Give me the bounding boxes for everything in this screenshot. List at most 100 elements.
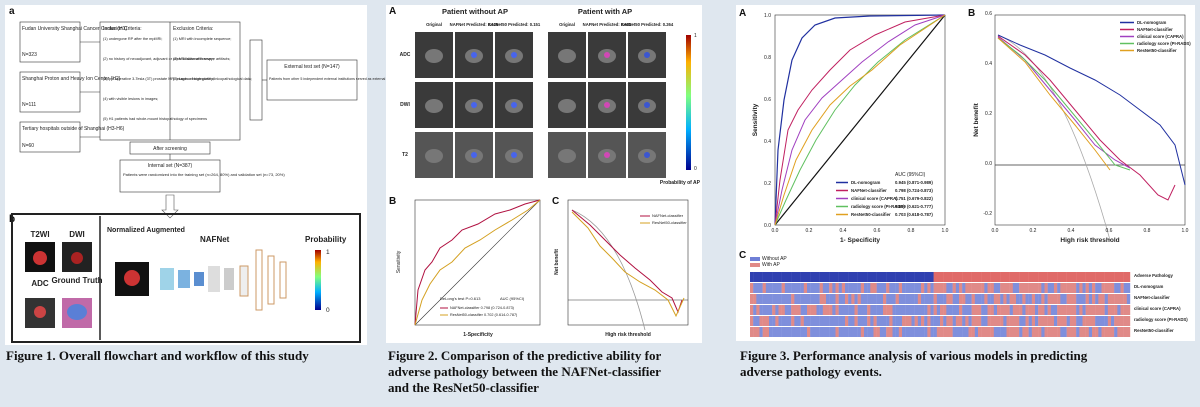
heatmap-cell — [978, 283, 982, 293]
heatmap-cell — [965, 327, 969, 337]
heatmap-cell — [835, 294, 839, 304]
heatmap-cell — [832, 272, 836, 282]
column-label: Original — [426, 22, 442, 27]
heatmap-cell — [769, 316, 773, 326]
heatmap-cell — [1114, 283, 1118, 293]
heatmap-cell — [841, 294, 846, 304]
heatmap-cell — [794, 272, 798, 282]
heatmap-cell — [940, 283, 944, 293]
heatmap-cell — [813, 283, 817, 293]
heatmap-cell — [908, 294, 912, 304]
heatmap-cell — [1123, 283, 1128, 293]
prostate — [425, 99, 443, 113]
heatmap-cell — [1054, 272, 1058, 282]
colorbar — [686, 35, 691, 170]
axis-title: Sensitivity — [752, 103, 759, 136]
heatmap-cell — [1031, 305, 1036, 315]
heatmap-cell — [1006, 327, 1010, 337]
heatmap-cell — [1114, 316, 1118, 326]
heatmap-cell — [873, 272, 877, 282]
panel-label: C — [552, 196, 559, 207]
inclusion-list: (1) undergone RP after the mpMRI; (2) no … — [103, 37, 214, 121]
column-label: Original — [559, 22, 575, 27]
heatmap-cell — [997, 316, 1001, 326]
heatmap-cell — [898, 272, 903, 282]
heatmap-cell — [1041, 283, 1045, 293]
heatmap-cell — [914, 327, 919, 337]
heatmap-cell — [832, 283, 836, 293]
heatmap-cell — [1073, 272, 1077, 282]
heatmap-cell — [1012, 272, 1017, 282]
external-set: External test set (N=147) — [284, 64, 340, 70]
heatmap-cell — [971, 305, 976, 315]
heatmap-cell — [959, 272, 963, 282]
heatmap-cell — [1079, 283, 1083, 293]
heatmap-cell — [892, 294, 896, 304]
heatmap-cell — [997, 283, 1001, 293]
heatmap-cell — [990, 327, 995, 337]
scale-label: 1 — [326, 249, 330, 256]
heatmap-cell — [1012, 305, 1017, 315]
heatmap-cell — [753, 305, 757, 315]
scale-label: 1 — [694, 33, 697, 39]
y-tick-label: 0.6 — [985, 11, 992, 17]
criterion: (2) no history of neoadjuvant, adjuvant … — [103, 57, 214, 61]
heatmap-cell — [1092, 294, 1096, 304]
heatmap-cell — [1126, 316, 1131, 326]
y-tick-label: 0.8 — [764, 55, 771, 61]
heatmap-cell — [832, 327, 836, 337]
heatmap-cell — [889, 305, 893, 315]
heatmap-cell — [870, 327, 874, 337]
heatmap-cell — [1082, 327, 1086, 337]
heatmap-cell — [940, 305, 944, 315]
heatmap-cell — [803, 272, 808, 282]
heatmap-cell — [892, 272, 896, 282]
heatmap-cell — [857, 283, 862, 293]
heatmap-cell — [898, 305, 903, 315]
heatmap-cell — [1101, 294, 1105, 304]
heatmap-cell — [876, 272, 881, 282]
heatmap-cell — [984, 272, 988, 282]
heatmap-cell — [775, 316, 779, 326]
heatmap-cell — [990, 316, 995, 326]
heatmap-cell — [838, 283, 843, 293]
x-tick-label: 0.2 — [806, 228, 813, 234]
heatmap-cell — [772, 327, 776, 337]
heatmap-cell — [1054, 316, 1058, 326]
heatmap-cell — [829, 305, 833, 315]
heatmap-cell — [1123, 272, 1128, 282]
heat-spot — [511, 152, 517, 158]
auc-value: 0.703 (0.618-0.787) — [895, 212, 933, 217]
heatmap-cell — [791, 294, 795, 304]
heatmap-cell — [1111, 294, 1115, 304]
heatmap-cell — [845, 294, 849, 304]
heatmap-cell — [813, 294, 817, 304]
heatmap-cell — [1031, 272, 1036, 282]
heatmap-cell — [946, 327, 950, 337]
heatmap-cell — [1031, 294, 1036, 304]
heatmap-cell — [1107, 272, 1112, 282]
heatmap-cell — [968, 272, 972, 282]
heatmap-cell — [1073, 327, 1077, 337]
x-tick-label: 0.6 — [874, 228, 881, 234]
heatmap-cell — [962, 305, 966, 315]
heatmap-cell — [905, 305, 909, 315]
heatmap-cell — [933, 327, 938, 337]
heatmap-cell — [984, 283, 988, 293]
heatmap-cell — [1012, 283, 1017, 293]
heatmap-cell — [886, 294, 890, 304]
heatmap-cell — [819, 272, 824, 282]
heatmap-cell — [1098, 305, 1102, 315]
x-tick-label: 0.0 — [772, 228, 779, 234]
heatmap-cell — [1041, 294, 1045, 304]
heatmap-cell — [1111, 305, 1115, 315]
heatmap-cell — [841, 305, 846, 315]
heatmap-cell — [949, 305, 953, 315]
heatmap-cell — [1095, 327, 1099, 337]
heatmap-cell — [816, 327, 820, 337]
legend-swatch — [750, 263, 760, 267]
heatmap-cell — [797, 294, 801, 304]
annotation: DeLong's test P=0.613 — [440, 296, 481, 301]
heatmap-cell — [892, 283, 896, 293]
heatmap-cell — [902, 272, 906, 282]
